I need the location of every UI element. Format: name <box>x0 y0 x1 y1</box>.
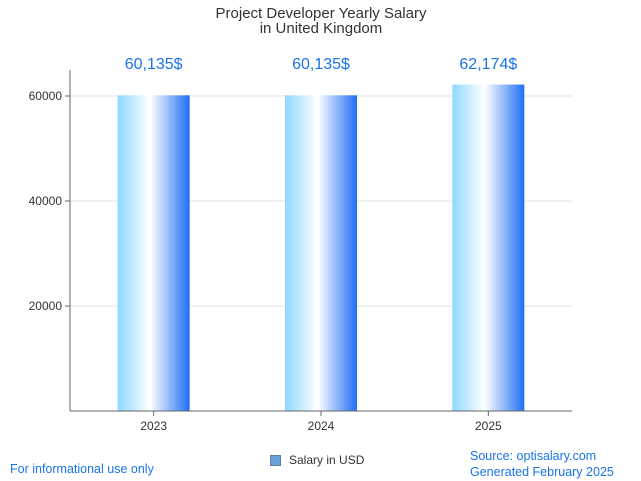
y-tick-label-60000: 60000 <box>29 89 63 103</box>
legend-swatch <box>270 455 281 466</box>
legend-label: Salary in USD <box>289 453 364 467</box>
disclaimer-text: For informational use only <box>10 462 154 476</box>
x-tick-label-2023: 2023 <box>140 419 167 433</box>
y-tick-label-20000: 20000 <box>29 299 63 313</box>
labels: 20000 40000 60000 2023 60,135$ 2024 60,135$ 202… <box>29 56 518 433</box>
y-tick-label-40000: 40000 <box>29 194 63 208</box>
legend: Salary in USD <box>270 453 364 467</box>
source-text: Source: optisalary.com <box>470 448 614 464</box>
generated-text: Generated February 2025 <box>470 464 614 480</box>
x-tick-label-2024: 2024 <box>308 419 335 433</box>
data-label-2023: 60,135$ <box>125 56 183 73</box>
bar-2023 <box>118 95 190 411</box>
data-label-2025: 62,174$ <box>459 56 517 73</box>
source-block: Source: optisalary.com Generated Februar… <box>470 448 614 480</box>
bars <box>118 85 525 416</box>
bar-2024 <box>285 95 357 411</box>
chart-title-line-2: in United Kingdom <box>260 20 383 37</box>
data-label-2024: 60,135$ <box>292 56 350 73</box>
bar-2025 <box>452 85 524 411</box>
x-tick-label-2025: 2025 <box>475 419 502 433</box>
